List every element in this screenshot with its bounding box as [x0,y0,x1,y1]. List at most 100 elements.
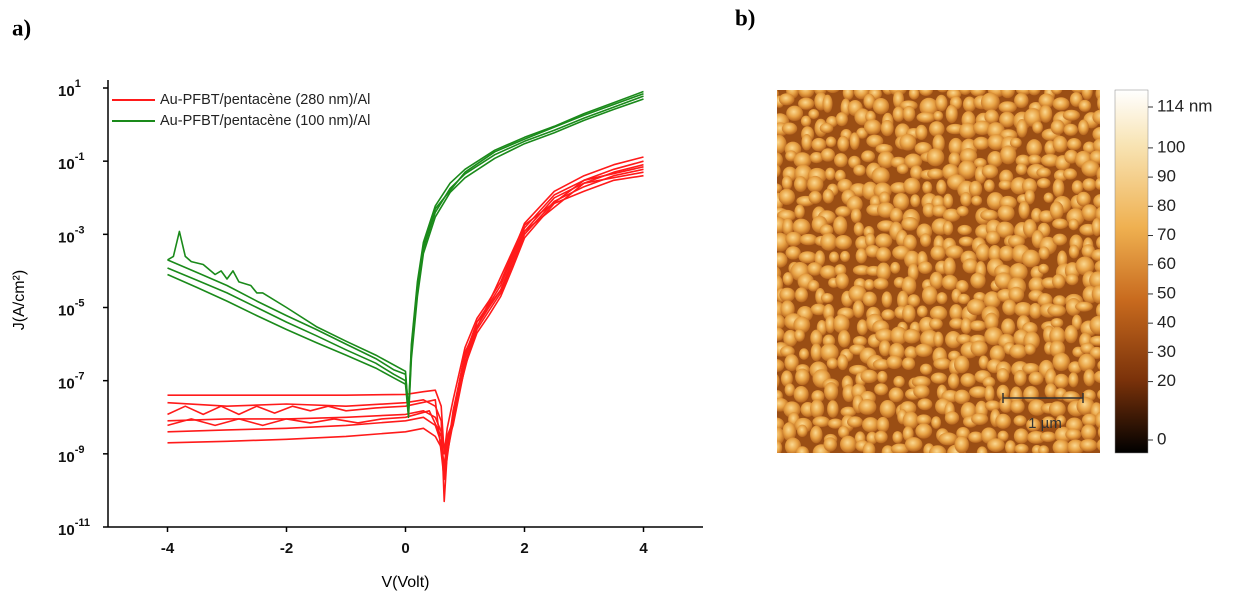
data-line [167,156,644,455]
grain [1095,206,1100,222]
grain [853,222,865,237]
x-tick-label: 2 [520,540,528,557]
grain [835,112,848,127]
grain [1038,445,1050,453]
grain [984,400,1001,412]
grain [835,206,851,217]
grain [1094,177,1100,190]
grain [1014,93,1029,109]
grain [1002,299,1017,316]
grain [850,208,862,224]
grain [911,376,931,388]
grain [962,258,979,274]
grain [1040,153,1060,167]
grain [777,183,783,193]
grain [1000,90,1015,99]
grain [878,340,891,357]
grain [969,386,989,399]
grain [919,233,932,247]
grain [976,446,988,453]
grain [1065,273,1079,286]
grain [902,304,916,323]
grain [854,108,871,126]
grain [795,446,809,453]
grain [808,190,822,204]
grain [901,357,916,370]
grain [987,134,1006,151]
grain [862,442,876,453]
grain [989,345,1006,363]
grain [929,305,948,321]
grain [1064,325,1078,344]
y-tick-exponent: -3 [75,224,85,236]
grain [1078,99,1092,112]
grain [1091,218,1100,237]
data-line [167,98,644,419]
data-line [167,171,644,455]
grain [971,412,989,426]
grain [1067,439,1085,453]
grain [970,340,988,357]
grain [1063,123,1078,136]
grain [1096,167,1100,182]
grain [1050,119,1065,135]
grain [1005,440,1016,453]
colorbar-tick-label: 70 [1157,225,1176,244]
grain [1024,189,1035,205]
grain [910,194,921,208]
grain [1022,362,1040,375]
grain [808,109,820,120]
grain [807,279,820,292]
grain [941,274,959,290]
grain [945,331,962,349]
grain [861,150,876,163]
grain [996,368,1010,383]
legend-label: Au-PFBT/pentacène (100 nm)/Al [160,113,370,129]
grain [915,124,928,141]
legend-label: Au-PFBT/pentacène (280 nm)/Al [160,92,370,108]
grain [892,431,903,444]
grain [812,416,830,428]
grain [1094,260,1100,273]
grain [957,160,977,180]
grain [1083,369,1096,387]
grain [842,90,854,101]
grain [838,425,850,439]
y-axis-label: J(A/cm²) [11,270,28,330]
grain [777,440,783,453]
grain [926,148,945,167]
grain [1052,218,1069,230]
grain [1097,360,1100,371]
x-tick-label: -4 [161,540,175,557]
grain [777,314,786,330]
grain [1009,344,1027,359]
grain [824,167,836,181]
grain [1015,154,1031,167]
grain [914,141,932,155]
grain [856,319,868,336]
colorbar-tick-label: 114 nm [1157,96,1212,115]
y-tick-label: 10-7 [58,371,84,393]
grain [875,328,894,343]
x-tick-label: 0 [401,540,409,557]
grain [837,354,849,371]
grain [1092,138,1100,154]
grain [1097,426,1100,438]
grain [902,328,921,344]
grain [881,309,895,321]
grain [902,234,917,251]
y-tick-base: 10 [58,522,75,539]
grain [1075,256,1095,276]
grain [984,385,995,403]
grain [794,328,805,342]
y-tick-label: 10-11 [58,517,90,539]
colorbar-tick-label: 100 [1157,137,1185,156]
grain [862,291,877,307]
grain [980,209,999,221]
grain [781,122,798,135]
grain [1068,218,1079,231]
grain [873,277,889,290]
colorbar [1114,89,1149,454]
grain [849,132,860,150]
grain [876,262,891,281]
